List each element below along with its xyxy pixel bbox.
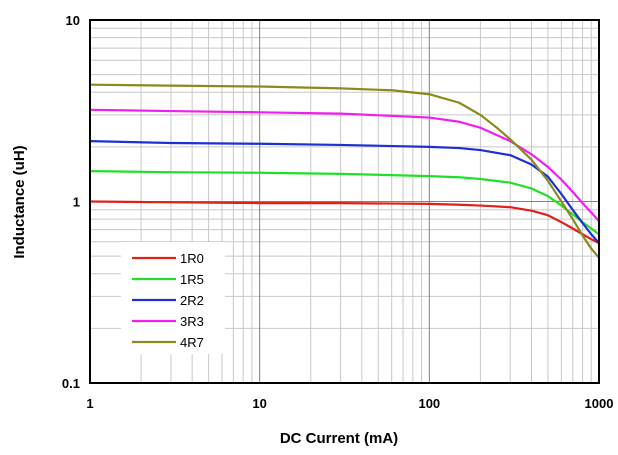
legend-label-1R5: 1R5 [180,272,204,287]
legend: 1R0 1R5 2R2 3R3 4R7 [121,242,225,354]
y-tick-label: 0.1 [62,376,80,391]
legend-label-4R7: 4R7 [180,335,204,350]
legend-label-3R3: 3R3 [180,314,204,329]
series-line-2R2 [88,140,601,245]
y-tick-label: 1 [73,195,80,210]
legend-label-2R2: 2R2 [180,293,204,308]
series-line-3R3 [88,108,601,223]
legend-box [121,242,225,354]
series-lines [88,83,601,259]
x-axis-label: DC Current (mA) [280,430,398,447]
legend-label-1R0: 1R0 [180,251,204,266]
y-tick-label: 10 [66,13,80,28]
y-axis-label: Inductance (uH) [11,145,28,258]
plot-frame [89,19,600,384]
x-tick-label: 10 [252,396,266,411]
series-line-4R7 [88,83,601,259]
x-tick-label: 1 [86,396,93,411]
y-tick-labels: 10 1 0.1 [62,13,80,391]
x-tick-label: 100 [418,396,440,411]
series-line-1R0 [88,200,601,245]
x-tick-labels: 1 10 100 1000 [86,396,613,411]
legend-items: 1R0 1R5 2R2 3R3 4R7 [132,251,204,350]
x-tick-label: 1000 [585,396,614,411]
